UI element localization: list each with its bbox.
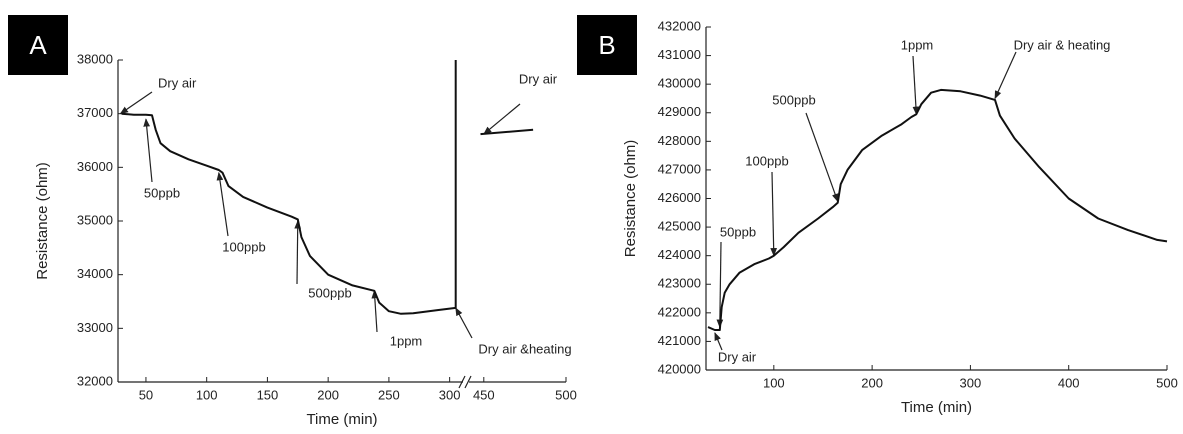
annotation-label: 50ppb bbox=[144, 185, 180, 200]
y-tick-label: 427000 bbox=[658, 161, 701, 176]
y-tick-label: 431000 bbox=[658, 47, 701, 62]
y-tick-label: 38000 bbox=[77, 51, 113, 66]
y-tick-label: 425000 bbox=[658, 219, 701, 234]
data-line bbox=[707, 88, 1168, 331]
y-tick-label: 424000 bbox=[658, 247, 701, 262]
x-tick-label: 200 bbox=[861, 375, 883, 390]
annotation-label: 500ppb bbox=[308, 285, 351, 300]
x-tick-label: 150 bbox=[257, 387, 279, 402]
annotation-label: 500ppb bbox=[772, 92, 815, 107]
y-tick-label: 37000 bbox=[77, 105, 113, 120]
y-tick-label: 429000 bbox=[658, 104, 701, 119]
x-tick-label: 50 bbox=[139, 387, 153, 402]
panel-label: B bbox=[598, 30, 615, 60]
annotation-arrow bbox=[455, 307, 473, 339]
y-tick-label: 422000 bbox=[658, 304, 701, 319]
y-tick-label: 428000 bbox=[658, 133, 701, 148]
annotation-arrow bbox=[994, 51, 1017, 100]
data-line bbox=[121, 60, 534, 315]
x-tick-label: 300 bbox=[439, 387, 461, 402]
annotation-label: 1ppm bbox=[390, 333, 423, 348]
x-tick-label: 400 bbox=[1058, 375, 1080, 390]
y-tick-label: 430000 bbox=[658, 76, 701, 91]
y-tick-label: 33000 bbox=[77, 320, 113, 335]
y-tick-label: 35000 bbox=[77, 212, 113, 227]
x-tick-label: 500 bbox=[555, 387, 577, 402]
annotation-arrow bbox=[770, 171, 778, 257]
y-axis-title: Resistance (ohm) bbox=[622, 140, 639, 258]
annotation-label: Dry air & heating bbox=[1014, 37, 1111, 52]
y-tick-label: 423000 bbox=[658, 276, 701, 291]
x-tick-label: 100 bbox=[763, 375, 785, 390]
y-tick-label: 432000 bbox=[658, 18, 701, 33]
panel: B 420000 421000 422000 423000 424000 425000 426… bbox=[577, 15, 1178, 416]
y-tick-label: 421000 bbox=[658, 333, 701, 348]
annotation-arrow bbox=[216, 171, 229, 237]
panel-label-box bbox=[8, 15, 68, 75]
annotation-arrow bbox=[143, 118, 153, 183]
x-tick-label: 250 bbox=[378, 387, 400, 402]
annotation-arrow bbox=[805, 112, 839, 203]
annotation-label: 50ppb bbox=[720, 224, 756, 239]
x-axis-title: Time (min) bbox=[306, 411, 377, 428]
annotation-label: Dry air bbox=[718, 349, 757, 364]
annotation-arrow bbox=[912, 55, 920, 116]
y-tick-label: 420000 bbox=[658, 361, 701, 376]
panel-label-box bbox=[577, 15, 637, 75]
x-tick-label: 450 bbox=[473, 387, 495, 402]
axis-break bbox=[464, 375, 472, 389]
y-tick-label: 36000 bbox=[77, 159, 113, 174]
x-tick-label: 100 bbox=[196, 387, 218, 402]
annotation-arrow bbox=[371, 289, 379, 333]
annotation-arrow bbox=[716, 241, 724, 328]
x-tick-label: 500 bbox=[1156, 375, 1178, 390]
annotation-arrow bbox=[119, 91, 153, 115]
axis-break bbox=[458, 375, 466, 389]
y-axis-title: Resistance (ohm) bbox=[34, 162, 51, 280]
y-tick-label: 34000 bbox=[77, 266, 113, 281]
x-tick-label: 200 bbox=[317, 387, 339, 402]
annotation-arrow bbox=[483, 103, 521, 135]
y-tick-label: 32000 bbox=[77, 373, 113, 388]
annotation-label: 100ppb bbox=[222, 239, 265, 254]
annotation-label: Dry air &heating bbox=[478, 341, 571, 356]
annotation-arrow bbox=[294, 220, 302, 285]
x-axis-title: Time (min) bbox=[901, 399, 972, 416]
annotation-label: Dry air bbox=[158, 75, 197, 90]
y-tick-label: 426000 bbox=[658, 190, 701, 205]
annotation-label: Dry air bbox=[519, 71, 558, 86]
annotation-arrow bbox=[714, 332, 723, 351]
panel: A 32000 33000 34000 35000 36000 37000 38000 50 10… bbox=[8, 15, 577, 428]
annotation-label: 1ppm bbox=[901, 37, 934, 52]
panel-label: A bbox=[29, 30, 47, 60]
annotation-label: 100ppb bbox=[745, 153, 788, 168]
x-tick-label: 300 bbox=[960, 375, 982, 390]
